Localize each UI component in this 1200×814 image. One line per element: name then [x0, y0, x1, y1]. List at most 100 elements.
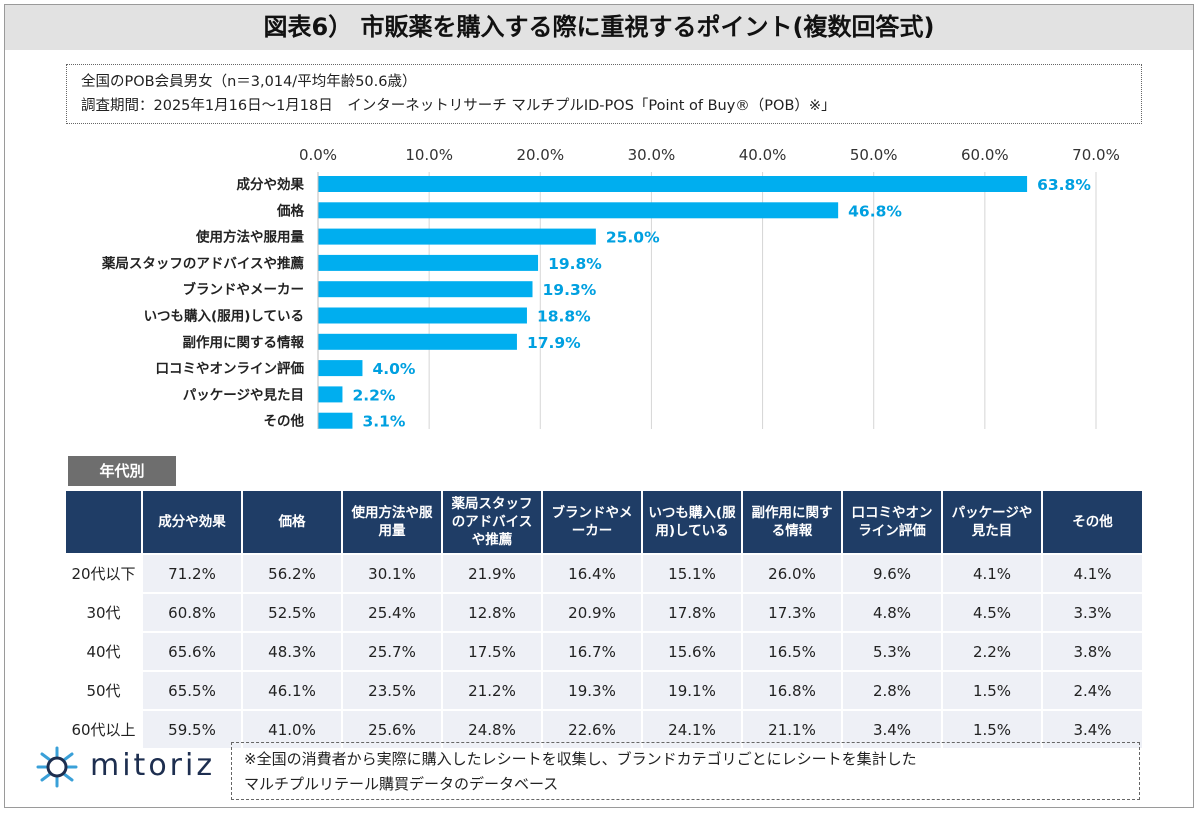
category-label: ブランドやメーカー [183, 281, 305, 298]
table-cell: 41.0% [241, 709, 342, 748]
value-label: 19.8% [548, 255, 602, 273]
x-tick-label: 60.0% [961, 146, 1009, 164]
table-row: 30代 60.8% 52.5% 25.4% 12.8% 20.9% 17.8% 17.3% 4.… [66, 592, 1142, 632]
table-cell: 2.8% [841, 670, 942, 710]
x-tick-label: 0.0% [299, 146, 337, 164]
table-cell: 65.5% [141, 670, 242, 710]
table-cell: 2.2% [941, 631, 1042, 671]
category-label: 口コミやオンライン評価 [156, 360, 305, 377]
table-row: 20代以下 71.2% 56.2% 30.1% 21.9% 16.4% 15.1% 26.0%… [66, 553, 1142, 593]
bar [318, 228, 596, 245]
logo-text: mitoriz [90, 748, 216, 783]
age-group-label: 50代 [66, 670, 142, 710]
survey-info-box: 全国のPOB会員男女（n＝3,014/平均年齢50.6歳） 調査期間：2025年… [66, 64, 1142, 124]
bar-chart: 0.0% 10.0% 20.0% 30.0% 40.0% 50.0% 60.0% 70.0% 成… [102, 146, 1120, 431]
value-label: 2.2% [352, 386, 395, 404]
table-cell: 56.2% [241, 553, 342, 593]
table-header-cell: 使用方法や服用量 [341, 491, 442, 554]
table-cell: 16.4% [541, 553, 642, 593]
age-group-label: 20代以下 [66, 553, 142, 593]
table-header-cell: 薬局スタッフのアドバイスや推薦 [441, 491, 542, 554]
bar [318, 307, 527, 324]
table-cell: 17.5% [441, 631, 542, 671]
table-header-cell: 価格 [241, 491, 342, 554]
table-cell: 3.4% [841, 709, 942, 748]
bar [318, 254, 539, 271]
figure-frame [4, 4, 1194, 808]
table-cell: 4.1% [941, 553, 1042, 593]
table-cell: 60.8% [141, 592, 242, 632]
age-group-label: 60代以上 [66, 709, 142, 748]
table-header-cell: パッケージや見た目 [941, 491, 1042, 554]
table-cell: 19.1% [641, 670, 742, 710]
table-header-row: 成分や効果 価格 使用方法や服用量 薬局スタッフのアドバイスや推薦 ブランドやメーカーい… [66, 491, 1142, 554]
table-cell: 21.2% [441, 670, 542, 710]
value-label: 63.8% [1037, 176, 1091, 194]
table-cell: 15.1% [641, 553, 742, 593]
table-cell: 4.5% [941, 592, 1042, 632]
value-label: 18.8% [537, 308, 591, 326]
category-label: 使用方法や服用量 [195, 229, 304, 246]
survey-info-line-2: 調査期間：2025年1月16日～1月18日 インターネットリサーチ マルチプルI… [81, 98, 836, 114]
table-cell: 17.8% [641, 592, 742, 632]
table-cell: 24.8% [441, 709, 542, 748]
table-cell: 26.0% [741, 553, 842, 593]
survey-info-line-1: 全国のPOB会員男女（n＝3,014/平均年齢50.6歳） [81, 74, 417, 90]
table-cell: 3.8% [1041, 631, 1142, 671]
table-cell: 21.1% [741, 709, 842, 748]
category-label: 薬局スタッフのアドバイスや推薦 [102, 255, 305, 272]
category-label: いつも購入(服用)している [144, 308, 304, 325]
table-cell: 71.2% [141, 553, 242, 593]
table-cell: 1.5% [941, 670, 1042, 710]
value-label: 25.0% [606, 229, 660, 247]
table-cell: 4.1% [1041, 553, 1142, 593]
table-cell: 16.8% [741, 670, 842, 710]
age-group-label: 40代 [66, 631, 142, 671]
table-header-cell: 成分や効果 [141, 491, 242, 554]
table-cell: 24.1% [641, 709, 742, 748]
table-cell: 65.6% [141, 631, 242, 671]
table-cell: 17.3% [741, 592, 842, 632]
table-cell: 22.6% [541, 709, 642, 748]
table-cell: 23.5% [341, 670, 442, 710]
value-label: 4.0% [372, 360, 415, 378]
value-label: 3.1% [362, 413, 405, 431]
table-cell: 15.6% [641, 631, 742, 671]
x-tick-label: 40.0% [739, 146, 787, 164]
table-cell: 19.3% [541, 670, 642, 710]
table-header-cell: 副作用に関する情報 [741, 491, 842, 554]
table-row: 50代 65.5% 46.1% 23.5% 21.2% 19.3% 19.1% 16.8% 2.… [66, 670, 1142, 710]
table-cell: 25.4% [341, 592, 442, 632]
age-section-tag: 年代別 [68, 456, 176, 486]
table-cell: 20.9% [541, 592, 642, 632]
table-header-cell: 口コミやオンライン評価 [841, 491, 942, 554]
table-header-cell: いつも購入(服用)している [641, 491, 742, 554]
table-cell: 12.8% [441, 592, 542, 632]
x-tick-label: 30.0% [628, 146, 676, 164]
x-tick-label: 20.0% [516, 146, 564, 164]
table-cell: 52.5% [241, 592, 342, 632]
category-label: その他 [264, 413, 305, 430]
table-header-cell: ブランドやメーカー [541, 491, 642, 554]
mitoriz-logo-icon [36, 746, 78, 788]
table-cell: 16.5% [741, 631, 842, 671]
bar [318, 176, 1028, 192]
table-cell: 59.5% [141, 709, 242, 748]
x-tick-label: 70.0% [1072, 146, 1120, 164]
footnote-line-1: ※全国の消費者から実際に購入したレシートを収集し、ブランドカテゴリごとにレシート… [244, 750, 917, 768]
bar [318, 412, 353, 429]
table-cell: 9.6% [841, 553, 942, 593]
table-cell: 3.3% [1041, 592, 1142, 632]
table-row: 40代 65.6% 48.3% 25.7% 17.5% 16.7% 15.6% 16.5% 5.… [66, 631, 1142, 671]
category-label: 成分や効果 [237, 176, 305, 193]
value-label: 46.8% [848, 202, 902, 220]
x-tick-label: 50.0% [850, 146, 898, 164]
bar [318, 360, 363, 377]
footnote-line-2: マルチプルリテール購買データのデータベース [244, 775, 559, 793]
table-cell: 4.8% [841, 592, 942, 632]
bar [318, 281, 533, 298]
table-cell: 46.1% [241, 670, 342, 710]
table-cell: 1.5% [941, 709, 1042, 748]
x-tick-label: 10.0% [405, 146, 453, 164]
value-label: 19.3% [543, 281, 597, 299]
